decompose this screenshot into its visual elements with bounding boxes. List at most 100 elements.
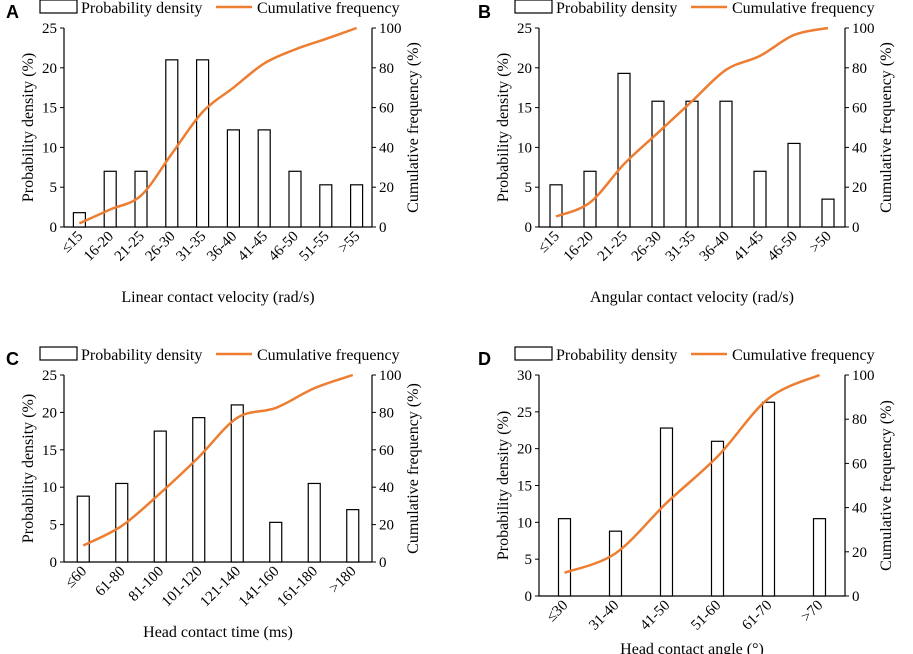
y-tick-label: 5 — [50, 180, 58, 196]
bar — [288, 170, 302, 228]
y2-tick-label: 40 — [379, 480, 394, 496]
legend: Probability density Cumulative frequency — [514, 0, 875, 17]
y-tick-label: 10 — [517, 515, 532, 531]
y-tick-label: 10 — [517, 140, 532, 156]
bar — [153, 430, 167, 563]
x-tick-label: 121-140 — [197, 564, 244, 611]
y2-tick-label: 60 — [379, 101, 394, 117]
x-tick-label: 16-20 — [561, 229, 597, 265]
y2-tick-label: 80 — [379, 61, 394, 77]
y-tick-label: 15 — [517, 479, 532, 495]
legend-bar-swatch — [39, 0, 78, 14]
y2-tick-label: 80 — [379, 405, 394, 421]
panel-label: D — [478, 349, 491, 369]
bar — [787, 142, 801, 228]
y2-tick-label: 100 — [379, 21, 402, 37]
x-axis-title: Head contact angle (°) — [620, 641, 764, 654]
bar — [583, 170, 597, 228]
bar — [659, 427, 674, 597]
y-tick-label: 20 — [517, 61, 532, 77]
legend-bar-swatch — [39, 346, 78, 361]
legend-line-label: Cumulative frequency — [257, 347, 400, 364]
y2-tick-label: 40 — [852, 501, 867, 517]
bar — [350, 184, 364, 228]
y-tick-label: 15 — [517, 101, 532, 117]
y2-tick-label: 0 — [852, 589, 860, 605]
bar — [307, 482, 321, 563]
x-tick-label: 26-30 — [629, 229, 665, 265]
x-tick-label: >180 — [326, 564, 359, 597]
chart-panel-a: A Probability density Cumulative frequency… — [6, 0, 422, 306]
x-tick-label: >55 — [336, 229, 364, 257]
y2-tick-label: 0 — [852, 220, 860, 236]
x-tick-label: 36-40 — [204, 229, 240, 265]
y2-tick-label: 40 — [852, 140, 867, 156]
y-tick-label: 20 — [42, 61, 57, 77]
y-tick-label: 25 — [517, 21, 532, 37]
bar — [346, 509, 360, 563]
x-tick-label: 41-45 — [235, 229, 271, 265]
bar — [257, 129, 271, 228]
chart-panel-c: C Probability density Cumulative frequency… — [6, 346, 422, 641]
y-tick-label: 25 — [42, 21, 57, 37]
x-tick-label: 21-25 — [595, 229, 631, 265]
bar — [103, 170, 117, 228]
y-tick-label: 20 — [42, 405, 57, 421]
bar — [196, 59, 210, 228]
legend: Probability density Cumulative frequency — [39, 346, 400, 364]
y-tick-label: 5 — [525, 180, 533, 196]
y2-tick-label: 80 — [852, 61, 867, 77]
x-tick-label: 31-40 — [586, 598, 622, 634]
y2-axis-title: Cumulative frequency (%) — [878, 42, 895, 213]
x-tick-label: ≤15 — [535, 229, 563, 257]
bar — [165, 59, 179, 228]
x-tick-label: 101-120 — [159, 564, 206, 611]
y-tick-label: 10 — [42, 140, 57, 156]
y-tick-label: 15 — [42, 443, 57, 459]
bar — [76, 495, 90, 563]
x-tick-label: 31-35 — [173, 229, 209, 265]
bar — [557, 518, 572, 597]
bar — [812, 518, 827, 597]
y2-tick-label: 60 — [852, 456, 867, 472]
bar — [319, 184, 333, 228]
y2-tick-label: 100 — [379, 368, 402, 384]
legend-bar-swatch — [514, 346, 553, 361]
x-tick-label: 61-70 — [739, 598, 775, 634]
chart-panel-d: D Probability density Cumulative frequency… — [478, 346, 895, 654]
panel-label: A — [6, 2, 19, 22]
legend-line-label: Cumulative frequency — [257, 0, 400, 17]
y-axis-title: Probability density (%) — [20, 394, 37, 543]
legend-bar-label: Probability density — [556, 0, 677, 17]
x-tick-label: >50 — [807, 229, 835, 257]
y2-tick-label: 80 — [852, 412, 867, 428]
y-tick-label: 0 — [525, 589, 533, 605]
x-tick-label: 26-30 — [143, 229, 179, 265]
y2-tick-label: 60 — [379, 443, 394, 459]
y2-tick-label: 40 — [379, 140, 394, 156]
x-tick-label: 31-35 — [663, 229, 699, 265]
bar — [549, 184, 563, 228]
chart-panel-b: B Probability density Cumulative frequency… — [478, 0, 895, 306]
y2-tick-label: 20 — [852, 180, 867, 196]
x-tick-label: 46-50 — [765, 229, 801, 265]
x-tick-label: 21-25 — [112, 229, 148, 265]
y-tick-label: 25 — [517, 405, 532, 421]
x-tick-label: 41-50 — [637, 598, 673, 634]
cumulative-line — [555, 26, 829, 218]
y2-tick-label: 0 — [379, 220, 387, 236]
y2-tick-label: 20 — [852, 545, 867, 561]
legend: Probability density Cumulative frequency — [39, 0, 400, 17]
panel-label: C — [6, 349, 19, 369]
x-tick-label: 46-50 — [266, 229, 302, 265]
x-tick-label: ≤30 — [544, 598, 572, 626]
cumulative-line — [78, 26, 358, 225]
bar — [608, 530, 623, 597]
cumulative-line — [564, 373, 821, 574]
y-tick-label: 20 — [517, 442, 532, 458]
y-tick-label: 30 — [517, 368, 532, 384]
x-axis-title: Head contact time (ms) — [143, 624, 293, 641]
x-axis-title: Angular contact velocity (rad/s) — [590, 289, 794, 306]
bar — [753, 170, 767, 228]
y2-tick-label: 100 — [852, 21, 875, 37]
